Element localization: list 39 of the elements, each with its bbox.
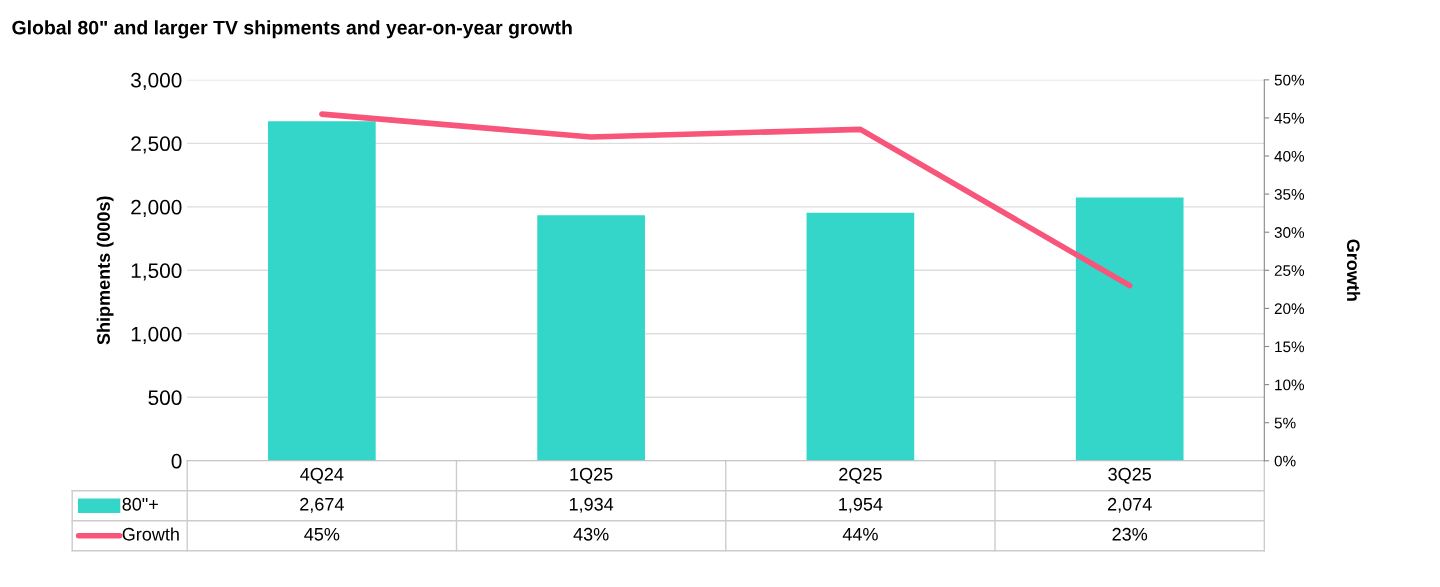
data-label: 2,674: [300, 497, 344, 513]
y2-axis-title: Growth: [1346, 239, 1361, 301]
y2-tick-label: 30%: [1274, 227, 1305, 238]
y-tick-label: 1,000: [131, 326, 182, 345]
data-label: 1,934: [569, 497, 614, 513]
data-label: 45%: [304, 527, 340, 541]
y-tick-label: 500: [148, 390, 182, 406]
y2-tick-label: 25%: [1274, 265, 1305, 276]
y-axis-title: Shipments (000s): [96, 196, 114, 345]
y2-tick-label: 40%: [1274, 150, 1305, 162]
bar: [1075, 197, 1184, 461]
y2-tick-label: 10%: [1275, 379, 1305, 391]
data-label: 43%: [573, 527, 609, 541]
x-tick-label: 2Q25: [839, 467, 882, 484]
y-tick-label: 1,500: [131, 263, 182, 281]
y-tick-label: 2,500: [131, 136, 182, 154]
y2-tick-label: 50%: [1274, 74, 1305, 86]
y-tick-label: 0: [171, 453, 182, 469]
y2-tick-label: 35%: [1274, 188, 1305, 200]
data-label: 1,954: [839, 497, 883, 513]
y-tick-label: 2,000: [131, 199, 182, 218]
legend-label: Growth: [122, 527, 179, 541]
y2-tick-label: 15%: [1275, 341, 1305, 353]
y2-tick-label: 5%: [1274, 417, 1296, 429]
x-tick-label: 3Q25: [1108, 467, 1152, 484]
bar: [806, 212, 915, 461]
x-tick-label: 1Q25: [570, 467, 613, 484]
data-label: 23%: [1112, 527, 1148, 541]
y-tick-label: 3,000: [131, 72, 182, 91]
chart-title: Global 80" and larger TV shipments and year-on-year growth: [12, 20, 572, 39]
bar: [537, 215, 645, 461]
y2-tick-label: 20%: [1274, 303, 1305, 315]
y2-tick-label: 45%: [1274, 112, 1305, 124]
x-tick-label: 4Q24: [300, 467, 344, 484]
legend-label: 80"+: [122, 497, 158, 511]
data-label: 2,074: [1108, 497, 1152, 513]
y2-tick-label: 0%: [1274, 455, 1296, 467]
bar: [267, 121, 376, 461]
data-label: 44%: [842, 527, 878, 541]
